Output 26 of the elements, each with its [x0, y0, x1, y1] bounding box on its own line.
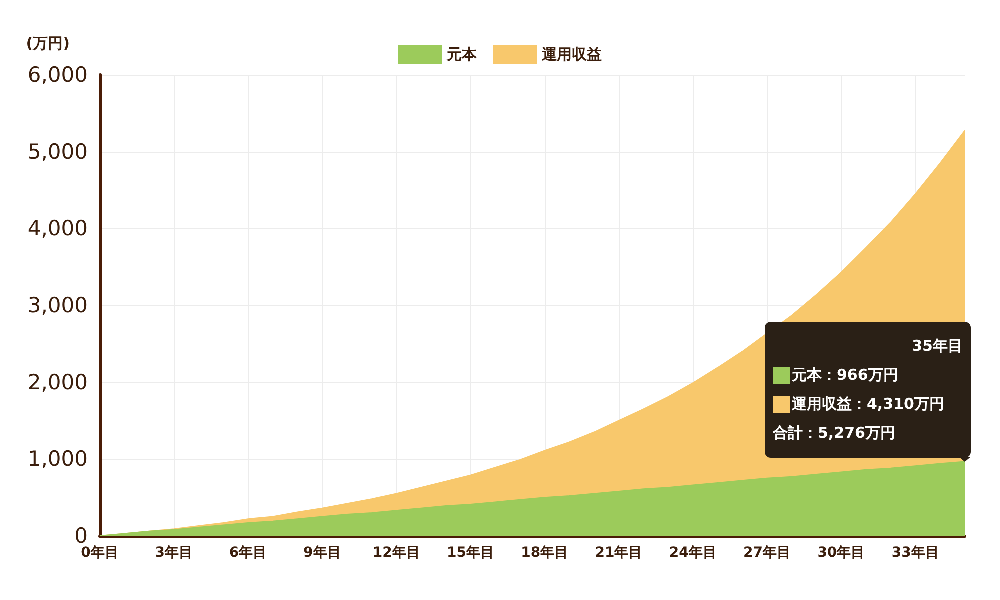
y-tick-label: 3,000 [28, 294, 88, 318]
y-tick-label: 6,000 [28, 63, 88, 87]
annotation: 35年目 [911, 336, 963, 357]
x-tick-label: 12年目 [372, 545, 420, 561]
y-tick-label: 5,000 [28, 140, 88, 164]
x-tick-label: 18年目 [521, 545, 569, 561]
x-tick-label: 9年目 [304, 545, 342, 561]
x-tick-label: 15年目 [446, 545, 494, 561]
annotation: 運用収益：4,310万円 [792, 394, 944, 415]
annotation: 合計：5,276万円 [773, 422, 896, 444]
legend-label: 運用収益 [541, 46, 602, 64]
legend-label: 元本 [446, 46, 478, 64]
y-tick-label: 4,000 [28, 216, 88, 241]
y-tick-label: 2,000 [28, 370, 88, 394]
x-tick-label: 21年目 [595, 545, 643, 561]
x-tick-label: 3年目 [155, 545, 194, 561]
y-tick-label: 0 [74, 524, 88, 548]
y-tick-label: 1,000 [28, 447, 88, 472]
x-tick-label: 6年目 [229, 545, 268, 561]
x-tick-label: 24年目 [669, 545, 717, 561]
x-tick-label: 33年目 [892, 545, 940, 561]
x-tick-label: 27年目 [744, 545, 792, 561]
x-tick-label: 0年目 [81, 545, 119, 561]
annotation: 元本：966万円 [792, 364, 898, 386]
y-axis-title: (万円) [26, 34, 70, 52]
x-tick-label: 30年目 [818, 545, 866, 561]
